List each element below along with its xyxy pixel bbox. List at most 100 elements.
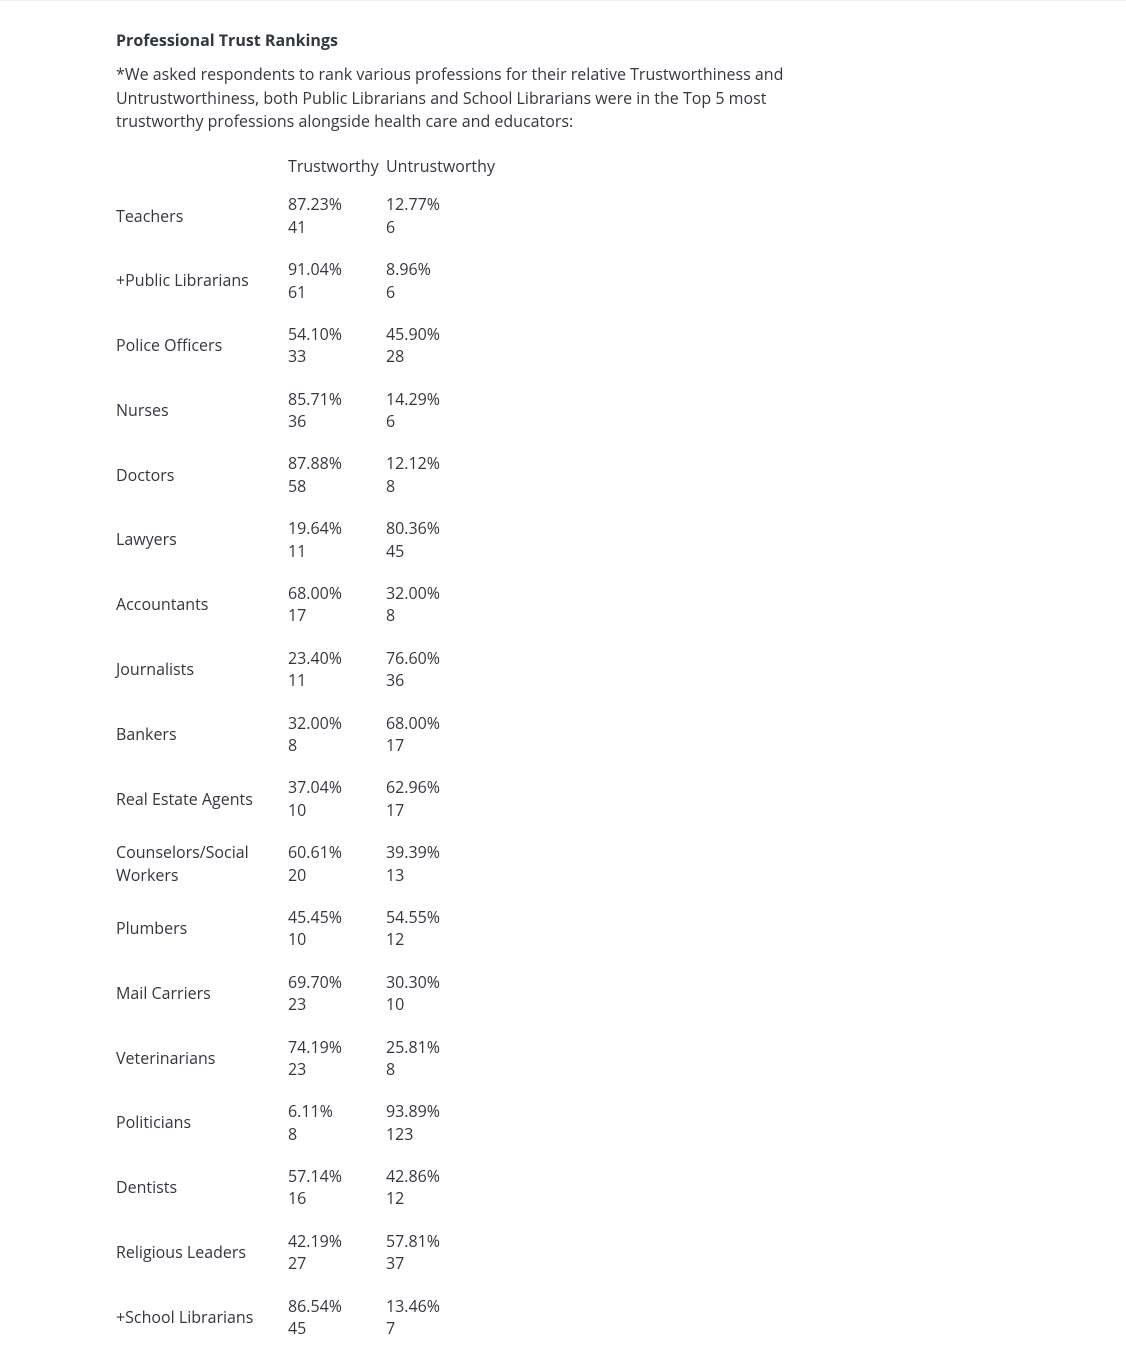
trustworthy-count: 23	[288, 993, 380, 1015]
untrustworthy-percent: 32.00%	[386, 582, 496, 604]
untrustworthy-percent: 80.36%	[386, 517, 496, 539]
untrustworthy-count: 12	[386, 1187, 496, 1209]
untrustworthy-cell: 68.00%17	[386, 702, 502, 767]
trustworthy-count: 16	[288, 1187, 380, 1209]
table-row: Religious Leaders42.19%2757.81%37	[116, 1220, 502, 1285]
untrustworthy-count: 6	[386, 410, 496, 432]
untrustworthy-percent: 39.39%	[386, 841, 496, 863]
trustworthy-cell: 6.11%8	[288, 1090, 386, 1155]
table-row: Real Estate Agents37.04%1062.96%17	[116, 766, 502, 831]
untrustworthy-cell: 39.39%13	[386, 831, 502, 896]
trustworthy-count: 11	[288, 540, 380, 562]
trustworthy-cell: 32.00%8	[288, 702, 386, 767]
profession-label: Counselors/Social Workers	[116, 831, 288, 896]
trustworthy-count: 41	[288, 216, 380, 238]
trustworthy-percent: 60.61%	[288, 841, 380, 863]
profession-label: Police Officers	[116, 313, 288, 378]
table-row: Journalists23.40%1176.60%36	[116, 637, 502, 702]
untrustworthy-count: 37	[386, 1252, 496, 1274]
trust-rankings-table: Trustworthy Untrustworthy Teachers87.23%…	[116, 149, 502, 1349]
trustworthy-count: 36	[288, 410, 380, 432]
trustworthy-count: 23	[288, 1058, 380, 1080]
trustworthy-cell: 57.14%16	[288, 1155, 386, 1220]
page: Professional Trust Rankings *We asked re…	[0, 0, 1126, 1349]
untrustworthy-percent: 45.90%	[386, 323, 496, 345]
trustworthy-percent: 32.00%	[288, 712, 380, 734]
col-header-profession	[116, 149, 288, 183]
trustworthy-count: 33	[288, 345, 380, 367]
untrustworthy-percent: 54.55%	[386, 906, 496, 928]
profession-label: Bankers	[116, 702, 288, 767]
untrustworthy-cell: 57.81%37	[386, 1220, 502, 1285]
table-row: Mail Carriers69.70%2330.30%10	[116, 961, 502, 1026]
untrustworthy-count: 6	[386, 281, 496, 303]
trustworthy-cell: 68.00%17	[288, 572, 386, 637]
trustworthy-cell: 54.10%33	[288, 313, 386, 378]
untrustworthy-percent: 93.89%	[386, 1100, 496, 1122]
trustworthy-count: 8	[288, 734, 380, 756]
untrustworthy-percent: 12.12%	[386, 452, 496, 474]
untrustworthy-cell: 8.96%6	[386, 248, 502, 313]
untrustworthy-count: 7	[386, 1317, 496, 1339]
untrustworthy-cell: 45.90%28	[386, 313, 502, 378]
untrustworthy-cell: 14.29%6	[386, 378, 502, 443]
trustworthy-cell: 23.40%11	[288, 637, 386, 702]
trustworthy-percent: 87.88%	[288, 452, 380, 474]
trustworthy-count: 8	[288, 1123, 380, 1145]
trustworthy-percent: 23.40%	[288, 647, 380, 669]
untrustworthy-percent: 30.30%	[386, 971, 496, 993]
untrustworthy-percent: 25.81%	[386, 1036, 496, 1058]
trustworthy-cell: 87.88%58	[288, 442, 386, 507]
table-row: Accountants68.00%1732.00%8	[116, 572, 502, 637]
untrustworthy-count: 17	[386, 799, 496, 821]
trustworthy-percent: 91.04%	[288, 258, 380, 280]
section-title: Professional Trust Rankings	[116, 29, 836, 51]
trustworthy-percent: 6.11%	[288, 1100, 380, 1122]
trustworthy-percent: 87.23%	[288, 193, 380, 215]
profession-label: Politicians	[116, 1090, 288, 1155]
untrustworthy-percent: 12.77%	[386, 193, 496, 215]
untrustworthy-percent: 8.96%	[386, 258, 496, 280]
untrustworthy-count: 6	[386, 216, 496, 238]
trustworthy-percent: 85.71%	[288, 388, 380, 410]
trustworthy-cell: 37.04%10	[288, 766, 386, 831]
table-row: +Public Librarians91.04%618.96%6	[116, 248, 502, 313]
table-row: Plumbers45.45%1054.55%12	[116, 896, 502, 961]
table-row: Veterinarians74.19%2325.81%8	[116, 1026, 502, 1091]
trustworthy-count: 27	[288, 1252, 380, 1274]
trustworthy-percent: 86.54%	[288, 1295, 380, 1317]
untrustworthy-cell: 42.86%12	[386, 1155, 502, 1220]
trustworthy-cell: 42.19%27	[288, 1220, 386, 1285]
trustworthy-cell: 86.54%45	[288, 1285, 386, 1349]
trustworthy-count: 11	[288, 669, 380, 691]
trustworthy-cell: 69.70%23	[288, 961, 386, 1026]
untrustworthy-percent: 57.81%	[386, 1230, 496, 1252]
profession-label: Mail Carriers	[116, 961, 288, 1026]
trustworthy-percent: 68.00%	[288, 582, 380, 604]
profession-label: +School Librarians	[116, 1285, 288, 1349]
untrustworthy-cell: 30.30%10	[386, 961, 502, 1026]
table-row: Police Officers54.10%3345.90%28	[116, 313, 502, 378]
untrustworthy-cell: 62.96%17	[386, 766, 502, 831]
untrustworthy-percent: 13.46%	[386, 1295, 496, 1317]
trustworthy-count: 10	[288, 799, 380, 821]
trustworthy-percent: 69.70%	[288, 971, 380, 993]
profession-label: Veterinarians	[116, 1026, 288, 1091]
profession-label: Religious Leaders	[116, 1220, 288, 1285]
trustworthy-cell: 87.23%41	[288, 183, 386, 248]
profession-label: Real Estate Agents	[116, 766, 288, 831]
col-header-untrustworthy: Untrustworthy	[386, 149, 502, 183]
table-row: Bankers32.00%868.00%17	[116, 702, 502, 767]
profession-label: Teachers	[116, 183, 288, 248]
untrustworthy-cell: 25.81%8	[386, 1026, 502, 1091]
content-block: Professional Trust Rankings *We asked re…	[116, 29, 836, 1349]
profession-label: Doctors	[116, 442, 288, 507]
trustworthy-cell: 60.61%20	[288, 831, 386, 896]
trustworthy-percent: 19.64%	[288, 517, 380, 539]
trustworthy-count: 10	[288, 928, 380, 950]
untrustworthy-cell: 80.36%45	[386, 507, 502, 572]
untrustworthy-count: 28	[386, 345, 496, 367]
profession-label: Accountants	[116, 572, 288, 637]
trustworthy-count: 58	[288, 475, 380, 497]
untrustworthy-count: 17	[386, 734, 496, 756]
